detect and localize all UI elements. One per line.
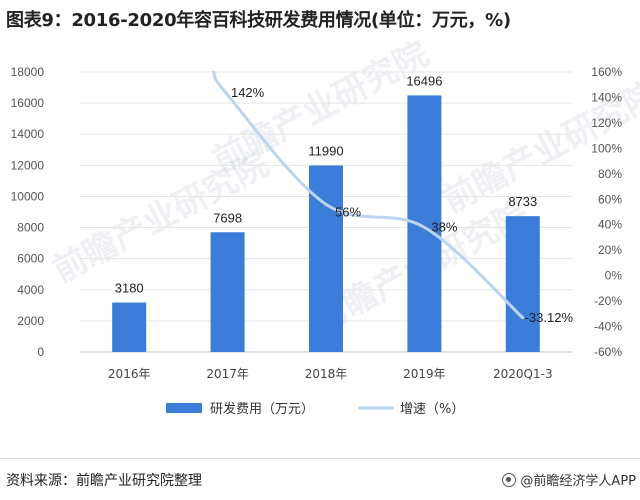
brand-credit: @前瞻经济学人APP [502, 470, 636, 489]
right-tick-label: 140% [591, 90, 622, 104]
footer-divider [0, 458, 640, 459]
right-tick-label: 40% [598, 218, 622, 232]
bar [210, 232, 245, 352]
left-tick-label: 8000 [17, 221, 44, 235]
left-tick-label: 4000 [17, 283, 44, 297]
right-tick-label: 0% [605, 269, 623, 283]
x-tick-label: 2019年 [403, 367, 446, 381]
growth-value-label: 38% [431, 219, 457, 234]
left-tick-label: 2000 [17, 314, 44, 328]
bar-value-label: 11990 [308, 143, 343, 158]
growth-value-label: 56% [335, 204, 361, 219]
left-tick-label: 18000 [11, 65, 45, 79]
combo-chart: 0 2000 4000 6000 8000 10000 12000 14000 16000 180… [11, 65, 623, 417]
x-tick-label: 2020Q1-3 [493, 367, 553, 381]
right-tick-label: 120% [591, 116, 622, 130]
bar [112, 302, 147, 352]
legend-bar-swatch [166, 403, 202, 413]
legend-line-label: 增速（%） [400, 402, 464, 417]
brand-logo-icon [502, 472, 517, 487]
chart-title: 图表9：2016-2020年容百科技研发费用情况(单位：万元，%) [6, 10, 511, 31]
growth-value-label: -33.12% [525, 310, 574, 325]
line-series [212, 70, 525, 320]
right-tick-label: 100% [591, 141, 622, 155]
bar-value-label: 7698 [213, 210, 242, 225]
x-tick-label: 2018年 [305, 367, 348, 381]
left-tick-label: 0 [37, 345, 44, 359]
right-tick-label: 20% [598, 243, 622, 257]
right-axis-ticks: -60% -40% -20% 0% 20% 40% 60% 80% 100% 120% 140% 16… [591, 65, 622, 359]
growth-line [212, 70, 525, 320]
right-tick-label: -40% [594, 320, 622, 334]
left-tick-label: 12000 [11, 158, 45, 172]
x-tick-label: 2016年 [108, 367, 151, 381]
left-tick-label: 6000 [17, 252, 44, 266]
source-note: 资料来源：前瞻产业研究院整理 [6, 473, 202, 489]
left-tick-label: 14000 [11, 127, 45, 141]
x-axis-ticks: 2016年 2017年 2018年 2019年 2020Q1-3 [108, 367, 553, 381]
bar-series [112, 95, 540, 352]
left-tick-label: 16000 [11, 96, 45, 110]
footer: 资料来源：前瞻产业研究院整理 @前瞻经济学人APP [0, 458, 640, 500]
legend: 研发费用（万元） 增速（%） [166, 401, 464, 417]
bar-value-label: 8733 [508, 194, 537, 209]
x-tick-label: 2017年 [206, 367, 249, 381]
data-labels: 3180 7698 11990 16496 8733 142% 56% 38% -33.12% [115, 73, 574, 324]
right-tick-label: 60% [598, 192, 622, 206]
bar-value-label: 16496 [406, 73, 442, 88]
right-tick-label: 80% [598, 167, 622, 181]
left-axis-ticks: 0 2000 4000 6000 8000 10000 12000 14000 16000 180… [11, 65, 45, 359]
right-tick-label: -60% [594, 345, 622, 359]
bar-value-label: 3180 [115, 281, 144, 296]
right-tick-label: 160% [591, 65, 622, 79]
bar [505, 216, 540, 352]
growth-value-label: 142% [231, 85, 265, 100]
left-tick-label: 10000 [11, 189, 45, 203]
legend-bar-label: 研发费用（万元） [210, 401, 314, 417]
right-tick-label: -20% [594, 294, 622, 308]
brand-text: @前瞻经济学人APP [520, 474, 636, 489]
